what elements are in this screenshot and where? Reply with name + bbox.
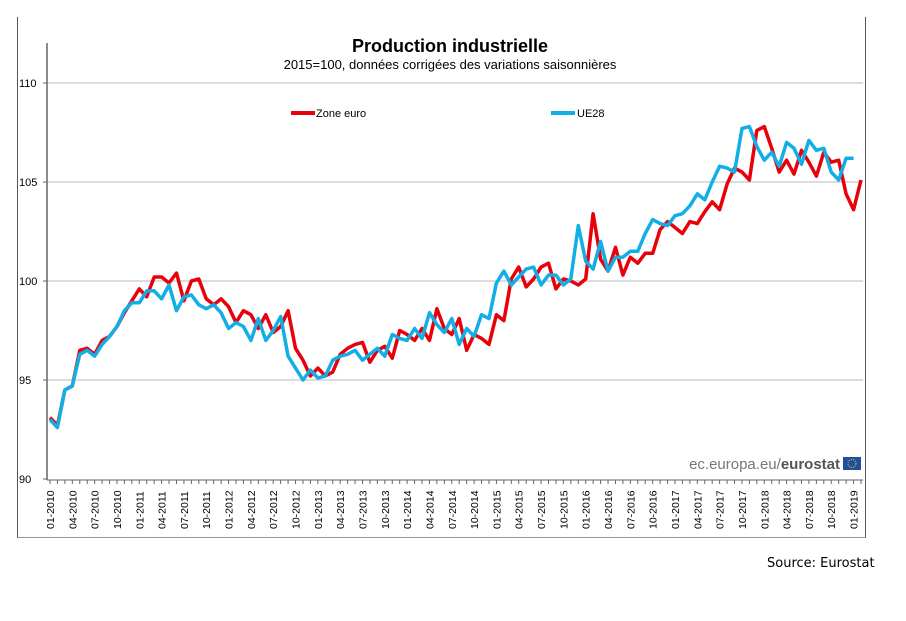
x-tick-label: 10-2014 [469, 490, 481, 529]
x-tick-label: 04-2011 [157, 491, 169, 529]
y-tick-label: 110 [19, 78, 37, 90]
x-tick-label: 10-2013 [380, 490, 392, 529]
x-tick-label: 04-2016 [603, 490, 615, 529]
x-tick-label: 04-2012 [246, 490, 258, 529]
y-tick-label: 90 [19, 474, 31, 486]
x-tick-label: 01-2015 [491, 490, 503, 529]
x-tick-label: 01-2016 [581, 490, 593, 529]
series-line-ue28 [48, 124, 854, 430]
x-tick-label: 07-2010 [90, 490, 102, 529]
legend: Zone euro UE28 [291, 108, 605, 120]
x-tick-label: 07-2015 [536, 490, 548, 529]
x-tick-label: 10-2011 [201, 491, 213, 529]
x-tick-label: 10-2018 [826, 490, 838, 529]
x-tick-label: 04-2014 [424, 490, 436, 529]
x-tick-label: 07-2016 [625, 490, 637, 529]
x-tick-label: 10-2016 [648, 490, 660, 529]
eu-flag-icon [843, 457, 861, 470]
x-tick-label: 01-2011 [134, 491, 146, 529]
y-tick-label: 105 [19, 177, 37, 189]
credit-text: ec.europa.eu/eurostat [689, 456, 840, 473]
x-tick-label: 01-2019 [849, 490, 861, 529]
series-lines [48, 124, 863, 430]
x-tick-label: 10-2015 [558, 490, 570, 529]
x-tick-label: 10-2012 [291, 490, 303, 529]
x-tick-label: 07-2012 [268, 490, 280, 529]
x-tick-label: 07-2011 [179, 491, 191, 529]
credit-brand: eurostat [781, 456, 840, 473]
x-tick-label: 01-2014 [402, 490, 414, 529]
chart-frame [17, 17, 866, 538]
legend-label-ue28: UE28 [577, 108, 605, 120]
x-tick-label: 04-2018 [782, 490, 794, 529]
chart-subtitle: 2015=100, données corrigées des variatio… [284, 57, 617, 72]
y-tick-label: 95 [19, 375, 31, 387]
x-tick-label: 07-2013 [357, 490, 369, 529]
x-tick-label: 01-2017 [670, 490, 682, 529]
chart-title: Production industrielle [352, 36, 548, 56]
x-tick-label: 01-2012 [224, 490, 236, 529]
eurostat-credit: ec.europa.eu/eurostat [689, 456, 861, 473]
x-tick-label: 04-2013 [335, 490, 347, 529]
x-ticks: 01-2010 04-2010 07-2010 10-2010 01-2011 04-20… [45, 480, 862, 529]
y-ticks: 90 95 100 105 110 [19, 78, 47, 486]
eu-stars-icon [847, 459, 857, 468]
legend-label-zone-euro: Zone euro [316, 108, 366, 120]
x-tick-label: 10-2010 [112, 490, 124, 529]
x-tick-label: 07-2014 [447, 490, 459, 529]
x-tick-label: 01-2013 [313, 490, 325, 529]
x-tick-label: 04-2010 [67, 490, 79, 529]
source-note: Source: Eurostat [767, 556, 875, 571]
y-tick-label: 100 [19, 276, 37, 288]
x-tick-label: 07-2017 [715, 490, 727, 529]
x-tick-label: 07-2018 [804, 490, 816, 529]
x-tick-label: 04-2017 [692, 490, 704, 529]
credit-prefix: ec.europa.eu/ [689, 456, 782, 473]
x-tick-label: 01-2010 [45, 490, 57, 529]
x-tick-label: 01-2018 [759, 490, 771, 529]
x-tick-label: 04-2015 [514, 490, 526, 529]
x-tick-label: 10-2017 [737, 490, 749, 529]
